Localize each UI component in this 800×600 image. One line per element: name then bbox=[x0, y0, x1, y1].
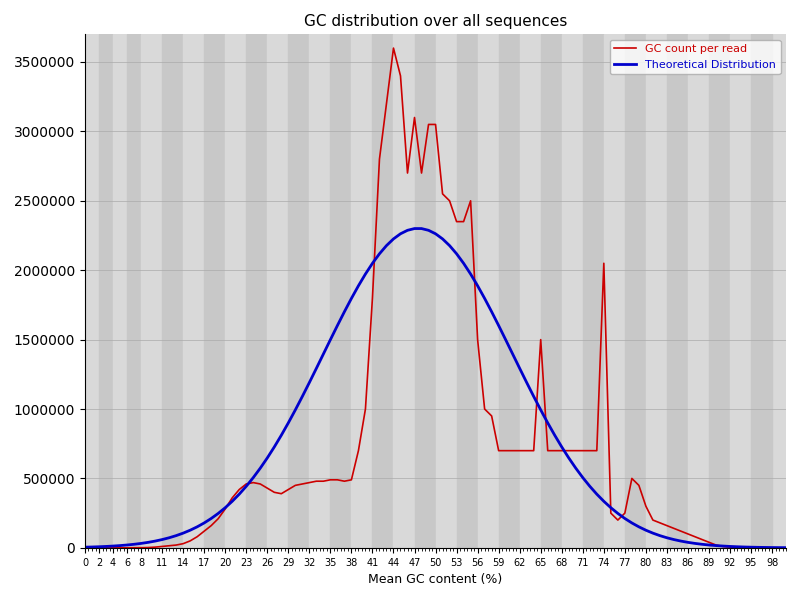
Bar bbox=[204, 34, 226, 548]
Bar bbox=[127, 34, 141, 548]
Bar bbox=[751, 34, 772, 548]
Bar bbox=[288, 34, 310, 548]
Bar bbox=[582, 34, 604, 548]
Bar bbox=[310, 34, 330, 548]
Theoretical Distribution bbox=[410, 225, 419, 232]
Bar bbox=[709, 34, 730, 548]
Bar bbox=[498, 34, 520, 548]
Bar bbox=[246, 34, 267, 548]
Bar bbox=[162, 34, 183, 548]
GC count per read bbox=[130, 544, 139, 551]
Bar bbox=[625, 34, 646, 548]
Bar bbox=[394, 34, 414, 548]
GC count per read bbox=[782, 544, 791, 551]
GC count per read bbox=[255, 481, 265, 488]
Bar bbox=[113, 34, 127, 548]
Theoretical Distribution bbox=[255, 464, 265, 472]
GC count per read bbox=[80, 544, 90, 551]
Bar bbox=[141, 34, 162, 548]
Bar bbox=[267, 34, 288, 548]
Bar bbox=[646, 34, 667, 548]
Bar bbox=[85, 34, 99, 548]
Bar bbox=[688, 34, 709, 548]
Line: GC count per read: GC count per read bbox=[85, 48, 786, 548]
Bar bbox=[730, 34, 751, 548]
Bar bbox=[183, 34, 204, 548]
Title: GC distribution over all sequences: GC distribution over all sequences bbox=[304, 14, 567, 29]
GC count per read bbox=[389, 44, 398, 52]
Legend: GC count per read, Theoretical Distribution: GC count per read, Theoretical Distribut… bbox=[610, 40, 781, 74]
Bar bbox=[351, 34, 373, 548]
Line: Theoretical Distribution: Theoretical Distribution bbox=[85, 229, 786, 548]
GC count per read bbox=[613, 517, 622, 524]
Bar bbox=[457, 34, 478, 548]
Bar bbox=[226, 34, 246, 548]
Theoretical Distribution bbox=[613, 510, 622, 517]
Bar bbox=[435, 34, 457, 548]
Theoretical Distribution bbox=[508, 350, 518, 358]
Bar bbox=[541, 34, 562, 548]
Bar bbox=[414, 34, 435, 548]
GC count per read bbox=[508, 447, 518, 454]
Bar bbox=[330, 34, 351, 548]
Theoretical Distribution bbox=[402, 227, 412, 234]
Bar bbox=[520, 34, 541, 548]
Bar bbox=[667, 34, 688, 548]
GC count per read bbox=[410, 114, 419, 121]
Theoretical Distribution bbox=[782, 544, 791, 551]
Bar bbox=[604, 34, 625, 548]
Bar bbox=[373, 34, 394, 548]
Theoretical Distribution bbox=[578, 474, 587, 481]
Theoretical Distribution bbox=[130, 541, 139, 548]
Bar bbox=[562, 34, 582, 548]
Bar bbox=[478, 34, 498, 548]
GC count per read bbox=[578, 447, 587, 454]
Bar bbox=[99, 34, 113, 548]
X-axis label: Mean GC content (%): Mean GC content (%) bbox=[369, 573, 502, 586]
Theoretical Distribution bbox=[80, 544, 90, 551]
